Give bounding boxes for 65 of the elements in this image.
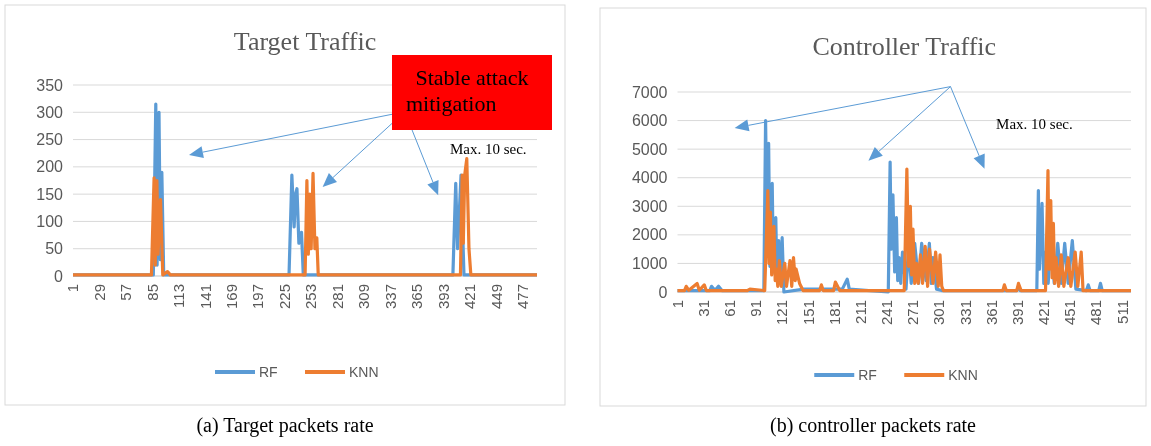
x-tick-label: 393 bbox=[434, 284, 452, 310]
y-tick-label: 5000 bbox=[631, 140, 668, 158]
x-tick-label: 197 bbox=[249, 284, 267, 310]
x-tick-label: 337 bbox=[381, 284, 399, 310]
y-tick-label: 350 bbox=[36, 76, 64, 94]
legend-label: RF bbox=[858, 366, 877, 383]
x-tick-label: 281 bbox=[328, 284, 346, 310]
x-tick-label: 29 bbox=[90, 284, 108, 301]
y-tick-label: 300 bbox=[36, 103, 64, 121]
legend-label: RF bbox=[259, 363, 278, 380]
y-tick-label: 250 bbox=[36, 131, 64, 149]
y-tick-label: 2000 bbox=[631, 226, 668, 244]
x-tick-label: 449 bbox=[487, 284, 505, 310]
x-tick-label: 301 bbox=[930, 300, 948, 326]
line-series bbox=[675, 167, 1133, 293]
x-tick-label: 31 bbox=[694, 300, 712, 317]
x-tick-label: 241 bbox=[878, 300, 896, 326]
x-tick-label: 391 bbox=[1008, 300, 1026, 326]
x-tick-label: 121 bbox=[773, 300, 791, 326]
x-tick-label: 421 bbox=[1035, 300, 1053, 326]
y-tick-label: 0 bbox=[54, 267, 64, 285]
x-tick-label: 361 bbox=[982, 300, 1000, 326]
x-tick-label: 1 bbox=[64, 284, 82, 293]
x-tick-label: 85 bbox=[143, 284, 161, 301]
y-tick-label: 3000 bbox=[631, 197, 668, 215]
x-tick-label: 225 bbox=[275, 284, 293, 310]
y-tick-label: 7000 bbox=[631, 83, 668, 101]
text: (b) controller packets rate bbox=[769, 414, 977, 437]
chart-title: Controller Traffic bbox=[812, 32, 997, 61]
x-tick-label: 151 bbox=[799, 300, 817, 326]
legend-label: KNN bbox=[948, 366, 978, 383]
y-tick-label: 200 bbox=[36, 158, 64, 176]
y-tick-label: 0 bbox=[658, 283, 668, 301]
x-tick-label: 309 bbox=[355, 284, 373, 310]
x-tick-label: 113 bbox=[170, 284, 188, 308]
x-tick-label: 141 bbox=[196, 284, 214, 310]
x-tick-label: 451 bbox=[1061, 300, 1079, 326]
x-tick-label: 61 bbox=[721, 300, 739, 317]
y-tick-label: 6000 bbox=[631, 112, 668, 130]
x-tick-label: 1 bbox=[668, 300, 686, 309]
annotation: Max. 10 sec. bbox=[996, 115, 1073, 132]
x-tick-label: 511 bbox=[1113, 300, 1131, 324]
text: (a) Target packets rate bbox=[196, 414, 374, 437]
x-tick-label: 271 bbox=[904, 300, 922, 326]
x-tick-label: 253 bbox=[302, 284, 320, 310]
x-tick-label: 477 bbox=[514, 284, 532, 310]
x-tick-label: 57 bbox=[117, 284, 135, 301]
line-series bbox=[71, 157, 539, 277]
y-tick-label: 1000 bbox=[631, 255, 668, 273]
x-tick-label: 365 bbox=[408, 284, 426, 310]
legend-label: KNN bbox=[349, 363, 379, 380]
x-tick-label: 169 bbox=[223, 284, 241, 310]
x-tick-label: 181 bbox=[825, 300, 843, 326]
y-tick-label: 50 bbox=[45, 240, 64, 258]
x-tick-label: 421 bbox=[461, 284, 479, 310]
x-tick-label: 481 bbox=[1087, 300, 1105, 326]
x-tick-label: 211 bbox=[851, 300, 869, 324]
annotation: Max. 10 sec. bbox=[449, 140, 527, 157]
y-tick-label: 150 bbox=[36, 185, 64, 203]
annotation: Stable attack mitigation bbox=[406, 65, 529, 116]
x-tick-label: 331 bbox=[956, 300, 974, 326]
x-tick-label: 91 bbox=[747, 300, 765, 317]
y-tick-label: 4000 bbox=[631, 169, 668, 187]
y-tick-label: 100 bbox=[36, 213, 64, 231]
chart-title: Target Traffic bbox=[233, 27, 377, 56]
